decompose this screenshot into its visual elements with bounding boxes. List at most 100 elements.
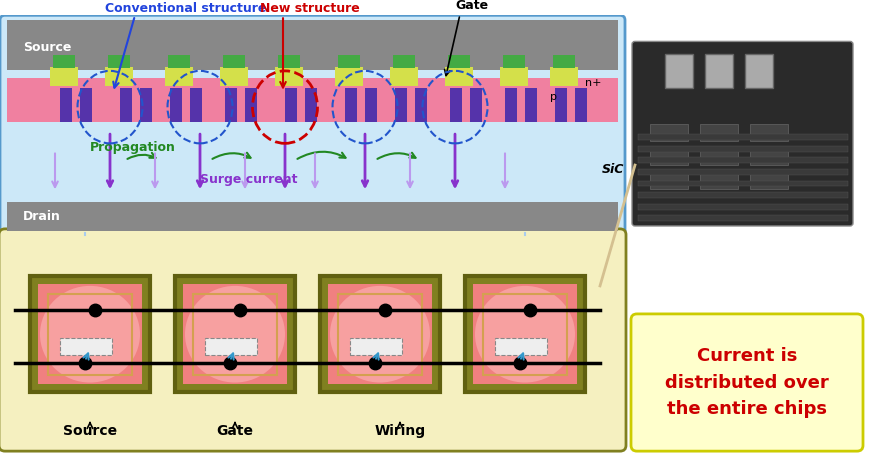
Text: Current is
distributed over
the entire chips: Current is distributed over the entire c… xyxy=(665,347,828,418)
Bar xyxy=(700,124,737,141)
Bar xyxy=(553,55,574,68)
Ellipse shape xyxy=(329,286,429,383)
Bar xyxy=(328,284,432,384)
Bar xyxy=(349,338,401,355)
Bar xyxy=(7,202,617,231)
Bar xyxy=(395,88,407,121)
FancyBboxPatch shape xyxy=(464,276,584,392)
Bar xyxy=(168,55,189,68)
Bar xyxy=(105,66,133,86)
Ellipse shape xyxy=(474,286,574,383)
Ellipse shape xyxy=(185,286,285,383)
Bar xyxy=(524,88,536,121)
Bar xyxy=(278,55,300,68)
Bar xyxy=(38,284,142,384)
Bar xyxy=(108,55,129,68)
Bar xyxy=(502,55,524,68)
Bar xyxy=(749,124,787,141)
Bar xyxy=(245,88,256,121)
Bar xyxy=(637,204,847,210)
Bar xyxy=(482,293,567,375)
Bar xyxy=(664,54,693,88)
Bar xyxy=(749,148,787,165)
Text: Source: Source xyxy=(63,424,117,438)
Bar xyxy=(120,88,132,121)
Bar xyxy=(637,169,847,175)
Bar xyxy=(338,293,421,375)
Bar xyxy=(494,338,547,355)
Bar xyxy=(444,66,473,86)
Bar xyxy=(469,88,481,121)
Text: p: p xyxy=(549,92,556,102)
Text: SiC: SiC xyxy=(601,163,624,177)
Bar xyxy=(649,172,687,189)
Bar xyxy=(500,66,527,86)
Bar xyxy=(225,88,236,121)
Bar xyxy=(169,88,182,121)
Text: Gate: Gate xyxy=(216,424,253,438)
Bar xyxy=(7,20,617,71)
Text: Drain: Drain xyxy=(23,210,61,223)
Text: Wiring: Wiring xyxy=(374,424,425,438)
Bar xyxy=(338,55,360,68)
Text: Source: Source xyxy=(23,40,71,54)
Bar xyxy=(222,55,245,68)
Bar xyxy=(415,88,427,121)
FancyBboxPatch shape xyxy=(30,276,149,392)
Bar xyxy=(649,148,687,165)
Bar xyxy=(649,124,687,141)
Bar xyxy=(205,338,256,355)
Text: Conventional structure: Conventional structure xyxy=(105,2,266,15)
Bar xyxy=(60,338,112,355)
Bar xyxy=(554,88,567,121)
Bar xyxy=(220,66,248,86)
FancyBboxPatch shape xyxy=(630,314,862,451)
Bar xyxy=(335,66,362,86)
Bar xyxy=(50,66,78,86)
Bar xyxy=(637,157,847,163)
Bar xyxy=(637,192,847,198)
Bar xyxy=(449,88,461,121)
Bar xyxy=(637,146,847,152)
Bar xyxy=(389,66,417,86)
Bar xyxy=(504,88,516,121)
Bar xyxy=(7,78,617,121)
Bar xyxy=(48,293,132,375)
Text: Surge current: Surge current xyxy=(200,173,297,186)
Bar xyxy=(345,88,356,121)
Bar xyxy=(275,66,302,86)
Text: New structure: New structure xyxy=(260,2,360,15)
Text: Propagation: Propagation xyxy=(90,141,176,154)
Bar xyxy=(700,172,737,189)
FancyBboxPatch shape xyxy=(0,229,626,451)
Bar xyxy=(182,284,287,384)
FancyBboxPatch shape xyxy=(320,276,440,392)
FancyBboxPatch shape xyxy=(631,41,852,226)
Bar xyxy=(189,88,202,121)
Bar xyxy=(80,88,92,121)
FancyBboxPatch shape xyxy=(175,276,295,392)
Bar xyxy=(704,54,733,88)
FancyBboxPatch shape xyxy=(0,15,624,238)
Bar xyxy=(285,88,296,121)
Bar xyxy=(749,172,787,189)
Bar xyxy=(53,55,75,68)
Bar xyxy=(473,284,576,384)
Bar xyxy=(744,54,773,88)
Bar xyxy=(637,181,847,187)
Bar xyxy=(140,88,152,121)
Bar xyxy=(637,215,847,221)
Bar xyxy=(637,134,847,140)
Bar xyxy=(574,88,587,121)
Bar xyxy=(549,66,577,86)
Ellipse shape xyxy=(40,286,140,383)
Bar xyxy=(305,88,316,121)
Bar xyxy=(165,66,193,86)
Bar xyxy=(60,88,72,121)
Bar xyxy=(393,55,415,68)
Text: Gate: Gate xyxy=(454,0,488,12)
Text: n+: n+ xyxy=(584,78,600,88)
Bar xyxy=(365,88,376,121)
Bar xyxy=(700,148,737,165)
Bar xyxy=(193,293,276,375)
